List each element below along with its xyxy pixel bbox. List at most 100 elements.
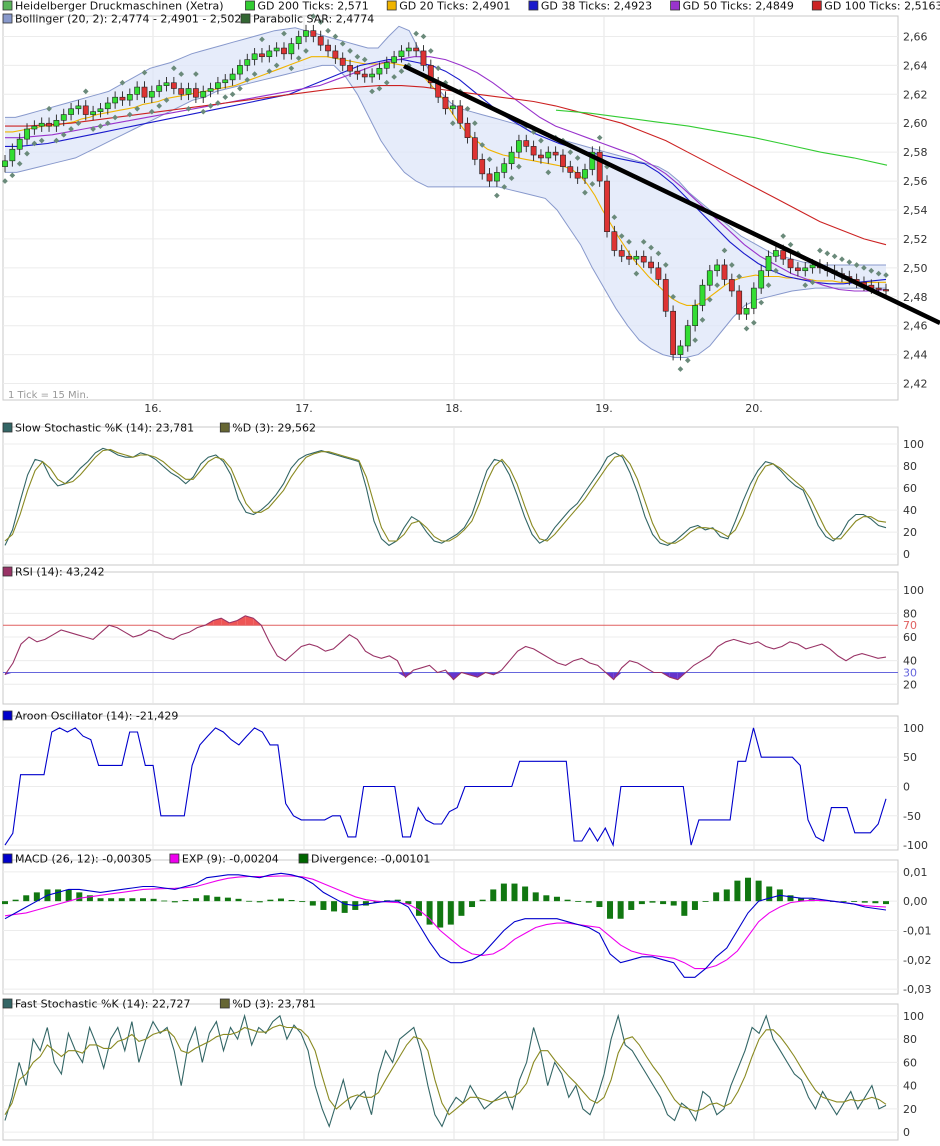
sar-dot xyxy=(215,100,221,106)
candle-body xyxy=(391,56,398,63)
candle-body xyxy=(383,62,390,69)
legend-swatch-macd-2 xyxy=(298,853,309,864)
y-tick-label-fast_stochastic-4: 20 xyxy=(903,1103,917,1116)
sar-dot xyxy=(662,262,669,268)
macd-divergence-bar xyxy=(331,901,338,912)
macd-divergence-bar xyxy=(511,883,518,902)
legend-label-fast_stochastic-1: %D (3): 23,781 xyxy=(232,998,316,1011)
candle-body xyxy=(493,172,500,182)
macd-divergence-bar xyxy=(415,901,422,916)
panel-frame-aroon xyxy=(2,715,899,851)
sar-dot xyxy=(677,366,684,372)
y-tick-label-macd-4: -0,03 xyxy=(903,983,931,996)
macd-divergence-bar xyxy=(437,901,444,928)
sar-dot xyxy=(112,114,118,121)
macd-divergence-bar xyxy=(161,900,168,902)
candle-body xyxy=(596,151,603,182)
sar-dot xyxy=(479,142,486,148)
macd-divergence-bar xyxy=(681,901,688,916)
legend-label-slow_stochastic-1: %D (3): 29,562 xyxy=(232,422,316,435)
candle-body xyxy=(442,96,449,110)
candle-body xyxy=(53,120,60,127)
macd-divergence-bar xyxy=(235,898,242,902)
candle-body xyxy=(508,151,515,165)
rsi-oversold-fill xyxy=(5,672,14,675)
macd-divergence-bar xyxy=(872,901,879,904)
macd-divergence-bar xyxy=(277,898,284,902)
sar-dot xyxy=(655,250,662,257)
macd-divergence-bar xyxy=(129,898,136,902)
sar-dot xyxy=(82,88,89,95)
macd-divergence-bar xyxy=(766,886,773,902)
macd-divergence-bar xyxy=(33,892,40,902)
y-tick-label-price-6: 2,54 xyxy=(903,204,928,217)
macd-divergence-bar xyxy=(193,898,200,902)
sar-dot xyxy=(185,105,192,112)
candle-body xyxy=(339,57,346,66)
candle-body xyxy=(692,305,699,326)
candle-body xyxy=(538,154,544,159)
macd-divergence-bar xyxy=(861,901,868,903)
candle-body xyxy=(222,79,229,84)
candle-body xyxy=(648,261,654,269)
candle-body xyxy=(354,70,361,75)
x-tick-label-3: 19. xyxy=(595,402,613,415)
candle-body xyxy=(207,88,214,92)
sar-dot xyxy=(60,131,67,138)
candle-body xyxy=(325,44,331,52)
candle-body xyxy=(582,169,588,179)
candle-body xyxy=(281,47,287,55)
candle-body xyxy=(178,88,185,95)
candle-body xyxy=(560,154,566,167)
sar-dot xyxy=(193,71,199,77)
legend-swatch-slow_stochastic-1 xyxy=(219,422,230,433)
sar-dot xyxy=(295,55,302,61)
legend-swatch-fast_stochastic-1 xyxy=(219,998,230,1009)
candle-body xyxy=(787,258,794,269)
sar-dot xyxy=(706,296,713,303)
candle-body xyxy=(464,122,471,138)
legend-label-price-4: GD 50 Ticks: 2,4849 xyxy=(683,0,794,13)
candle-body xyxy=(750,287,757,309)
macd-divergence-bar xyxy=(108,898,115,902)
candle-body xyxy=(273,47,280,52)
macd-divergence-bar xyxy=(607,901,614,919)
y-tick-label-slow_stochastic-5: 0 xyxy=(903,548,910,561)
sar-dot xyxy=(729,262,735,268)
macd-divergence-bar xyxy=(267,899,274,902)
candle-body xyxy=(141,86,148,98)
sar-dot xyxy=(611,214,618,221)
candle-body xyxy=(516,140,522,153)
candle-body xyxy=(60,114,67,121)
candle-body xyxy=(699,284,706,306)
legend-swatch-aroon-0 xyxy=(2,710,13,721)
legend-label-price-2: GD 20 Ticks: 2,4901 xyxy=(399,0,510,13)
candle-body xyxy=(82,105,89,115)
macd-divergence-bar xyxy=(596,901,603,908)
candle-body xyxy=(163,82,170,86)
sar-dot xyxy=(119,79,126,86)
macd-divergence-bar xyxy=(840,901,847,902)
candle-body xyxy=(112,96,119,104)
candle-body xyxy=(38,122,45,127)
sar-dot xyxy=(178,71,185,77)
y-tick-label-rsi-4: 20 xyxy=(903,678,917,691)
candle-body xyxy=(501,163,508,173)
candle-body xyxy=(471,137,478,160)
y-tick-label-slow_stochastic-0: 100 xyxy=(903,438,924,451)
legend-swatch-price-6 xyxy=(2,13,13,24)
y-tick-label-slow_stochastic-4: 20 xyxy=(903,526,917,539)
candle-body xyxy=(317,36,324,46)
y-tick-label-rsi-0: 100 xyxy=(903,584,924,597)
candle-body xyxy=(640,255,647,263)
candle-body xyxy=(332,50,339,59)
sar-dot xyxy=(163,97,170,103)
y-tick-label-price-5: 2,56 xyxy=(903,175,928,188)
legend-label-rsi-0: RSI (14): 43,242 xyxy=(15,566,105,579)
sar-dot xyxy=(640,239,647,245)
y-tick-label-price-1: 2,64 xyxy=(903,59,928,72)
macd-divergence-bar xyxy=(522,886,529,902)
candle-body xyxy=(420,50,427,66)
